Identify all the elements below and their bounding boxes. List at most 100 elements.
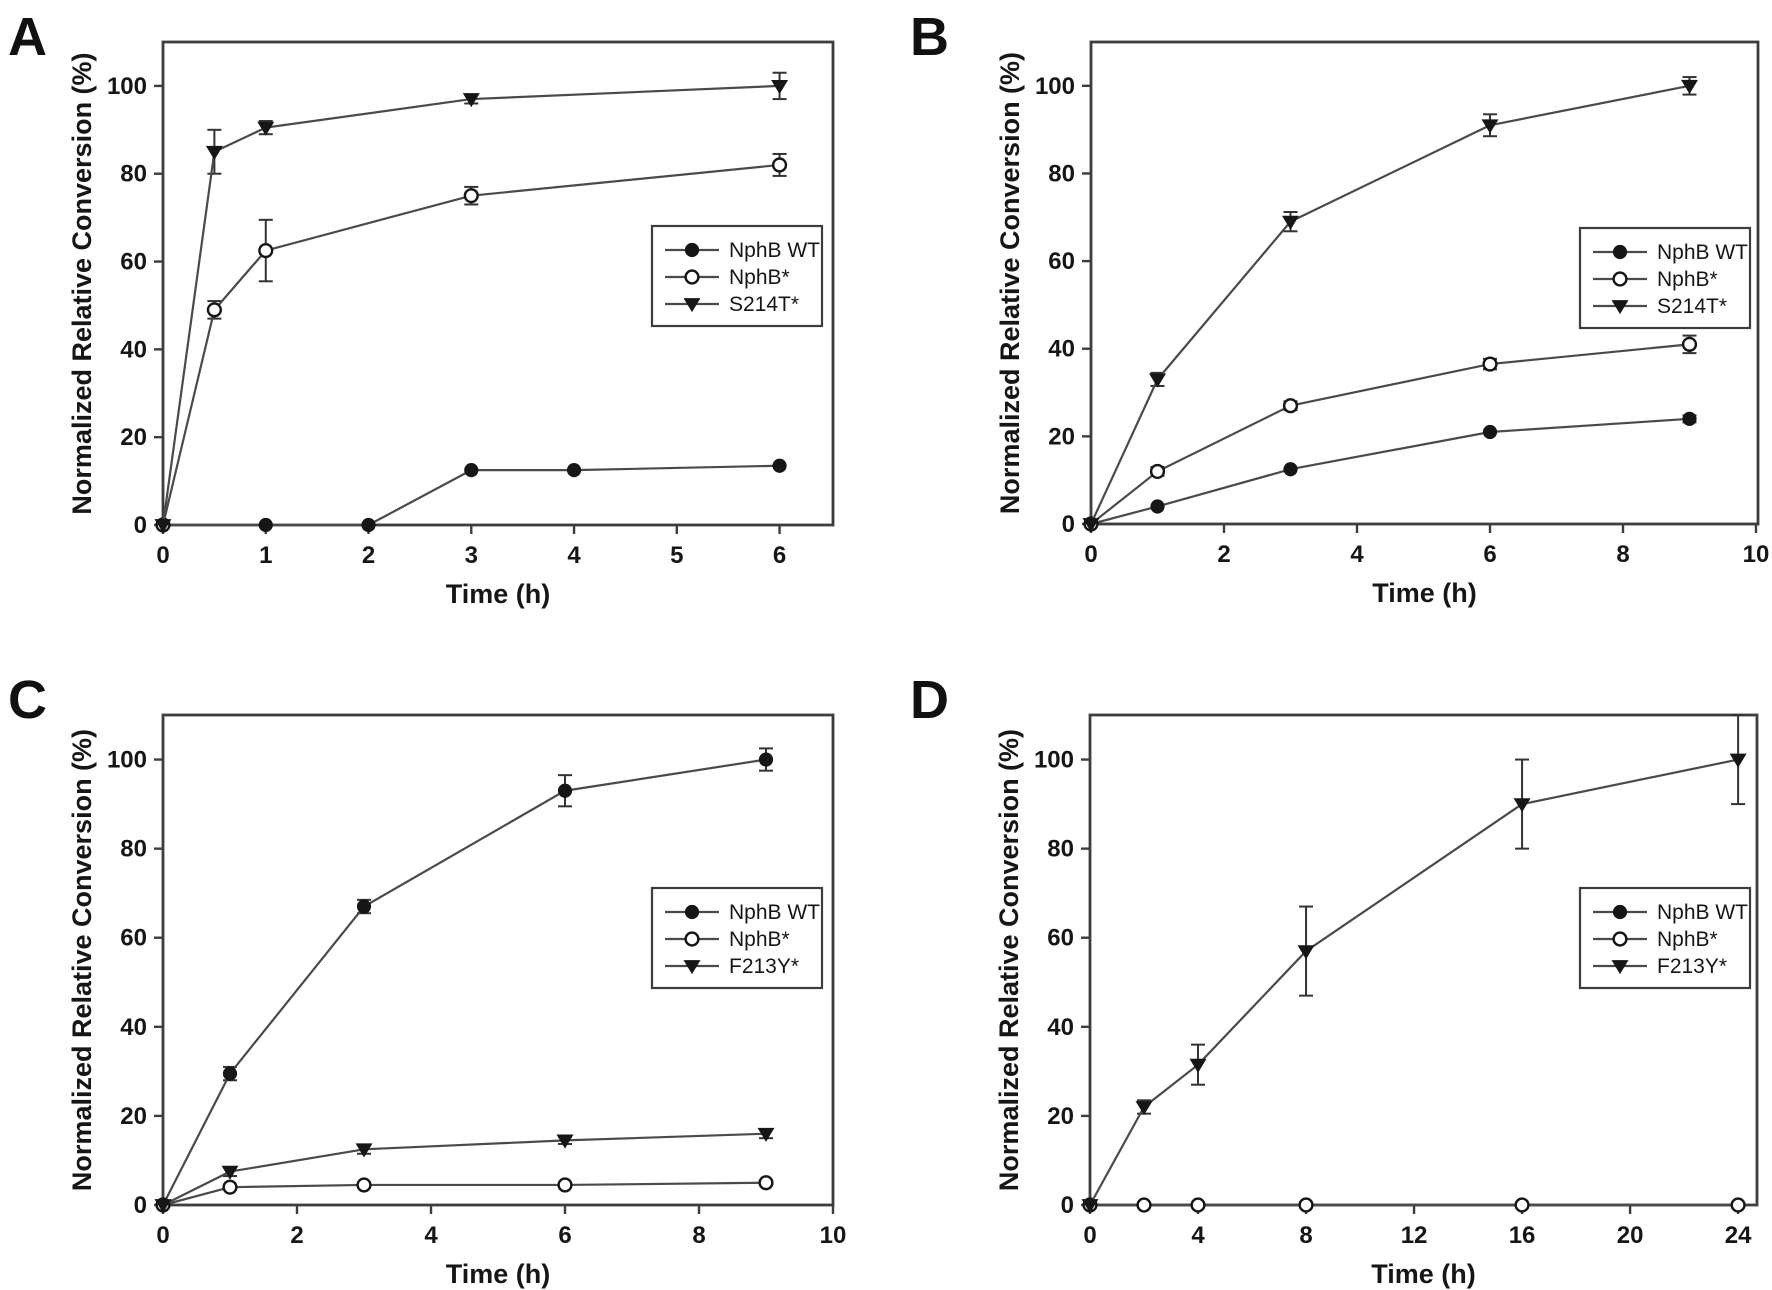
y-axis-title: Normalized Relative Conversion (%) — [994, 729, 1024, 1191]
legend-entry-label: NphB WT — [729, 239, 820, 262]
series-nphb-wt — [1083, 411, 1697, 532]
x-tick-label: 4 — [1191, 1222, 1205, 1249]
y-tick-label: 80 — [1047, 836, 1074, 863]
x-tick-label: 0 — [156, 1222, 169, 1249]
data-point-marker-open-circle — [1190, 1197, 1206, 1213]
y-tick-label: 60 — [1048, 248, 1075, 275]
data-point-marker-triangle-down — [154, 519, 172, 534]
y-axis: 0 20 40 60 80 100 — [107, 73, 163, 539]
panel-d-letter: D — [910, 670, 949, 730]
x-axis-title: Time (h) — [1372, 578, 1477, 608]
data-point-marker-open-circle — [1612, 931, 1628, 947]
legend-entry-label: NphB WT — [729, 901, 820, 924]
x-tick-label: 1 — [259, 542, 272, 569]
data-point-marker-filled-circle — [361, 517, 376, 533]
x-tick-label: 16 — [1509, 1222, 1536, 1249]
y-tick-label: 80 — [120, 836, 147, 863]
data-point-marker-triangle-down — [1297, 945, 1315, 960]
data-point-marker-filled-circle — [758, 752, 774, 767]
legend: NphB WT NphB* F213Y* — [650, 886, 824, 990]
data-point-marker-triangle-down — [683, 298, 701, 313]
legend-entry-label: NphB WT — [1657, 241, 1748, 264]
plot-frame — [161, 713, 835, 1207]
panel-c-chart: 0 20 40 60 80 100 0 2 4 6 8 10 Time (h) Normalized Re… — [67, 713, 846, 1289]
data-point-marker-triangle-down — [1135, 1101, 1153, 1116]
data-point-marker-filled-circle — [772, 458, 787, 473]
legend-entry-label: S214T* — [1657, 295, 1727, 318]
y-tick-label: 0 — [1061, 1192, 1074, 1219]
legend-entry-label: S214T* — [729, 293, 799, 316]
data-point-marker-filled-circle — [464, 463, 479, 478]
panel-c: C 0 20 40 60 80 100 0 2 4 6 8 10 Time (h) Normalized … — [0, 645, 886, 1290]
y-tick-label: 100 — [1035, 73, 1075, 100]
x-tick-label: 5 — [670, 542, 683, 569]
x-axis-title: Time (h) — [446, 579, 551, 609]
data-point-marker-triangle-down — [1513, 798, 1531, 813]
y-tick-label: 40 — [120, 1014, 147, 1041]
series-line — [1089, 758, 1739, 1206]
y-tick-label: 60 — [1047, 925, 1074, 952]
data-point-marker-triangle-down — [1729, 753, 1747, 768]
x-tick-label: 6 — [558, 1222, 571, 1249]
series-f213y- — [1081, 714, 1747, 1214]
y-tick-label: 60 — [120, 925, 147, 952]
data-point-marker-filled-circle — [684, 242, 700, 258]
data-point-marker-filled-circle — [684, 904, 700, 920]
data-point-marker-open-circle — [1149, 463, 1166, 480]
data-point-marker-triangle-down — [683, 960, 701, 975]
y-axis-title: Normalized Relative Conversion (%) — [995, 52, 1025, 514]
y-tick-label: 60 — [120, 249, 147, 276]
data-point-marker-filled-circle — [1283, 462, 1298, 477]
data-point-marker-open-circle — [1514, 1197, 1530, 1213]
legend-entry-label: NphB* — [1657, 928, 1718, 951]
plot-frame — [161, 40, 835, 527]
panel-b: B 0 20 40 60 80 100 0 2 4 6 8 10 Time (h) Normalized … — [886, 0, 1772, 645]
data-point-marker-filled-circle — [1612, 904, 1628, 920]
data-point-marker-triangle-down — [1681, 79, 1698, 94]
legend-entry-label: NphB* — [1657, 268, 1718, 291]
legend-entry-label: NphB* — [729, 266, 790, 289]
x-axis-title: Time (h) — [1371, 1259, 1476, 1289]
series-f213y- — [154, 1127, 775, 1214]
y-axis: 0 20 40 60 80 100 — [1035, 73, 1091, 538]
data-point-marker-open-circle — [206, 302, 222, 318]
data-point-marker-triangle-down — [1189, 1058, 1207, 1073]
data-point-marker-triangle-down — [355, 1143, 373, 1158]
data-point-marker-triangle-down — [1282, 215, 1299, 230]
data-point-marker-open-circle — [1298, 1197, 1314, 1213]
x-axis-title: Time (h) — [446, 1259, 551, 1289]
data-point-marker-triangle-down — [1481, 119, 1499, 134]
data-point-marker-filled-circle — [356, 899, 372, 914]
y-tick-label: 100 — [107, 73, 147, 100]
data-point-marker-filled-circle — [1482, 424, 1498, 440]
data-point-marker-open-circle — [557, 1177, 573, 1193]
x-tick-label: 8 — [1616, 541, 1629, 568]
series-line — [163, 464, 780, 527]
x-axis: 0 2 4 6 8 10 — [1084, 524, 1769, 568]
series-nphb-wt — [155, 458, 787, 533]
series-line — [162, 1181, 767, 1207]
panel-d-chart: 0 20 40 60 80 100 0 4 8 12 16 20 24 Time (h) Normalize… — [994, 713, 1759, 1289]
data-point-marker-open-circle — [1681, 336, 1698, 352]
data-point-marker-filled-circle — [258, 517, 273, 533]
x-axis: 0 2 4 6 8 10 — [156, 1205, 846, 1249]
x-tick-label: 2 — [1217, 541, 1230, 568]
y-tick-label: 40 — [1048, 336, 1075, 363]
data-point-marker-filled-circle — [1682, 411, 1697, 426]
x-tick-label: 6 — [773, 542, 786, 569]
x-tick-label: 3 — [465, 542, 478, 569]
y-axis: 0 20 40 60 80 100 — [1034, 747, 1090, 1219]
data-point-marker-triangle-down — [257, 121, 275, 136]
y-tick-label: 20 — [120, 1103, 147, 1130]
data-point-marker-triangle-down — [1611, 300, 1629, 315]
data-point-marker-filled-circle — [222, 1066, 238, 1081]
data-point-marker-triangle-down — [1081, 1199, 1099, 1214]
data-point-marker-open-circle — [684, 931, 700, 947]
y-tick-label: 100 — [107, 747, 147, 774]
data-point-marker-open-circle — [463, 188, 479, 204]
x-tick-label: 0 — [1083, 1222, 1096, 1249]
series-nphb- — [1082, 1197, 1746, 1213]
legend-entry-label: F213Y* — [1657, 955, 1727, 978]
panel-a-chart: 0 20 40 60 80 100 0 1 2 3 4 5 6 Time (h) Normalized Re… — [67, 40, 835, 609]
